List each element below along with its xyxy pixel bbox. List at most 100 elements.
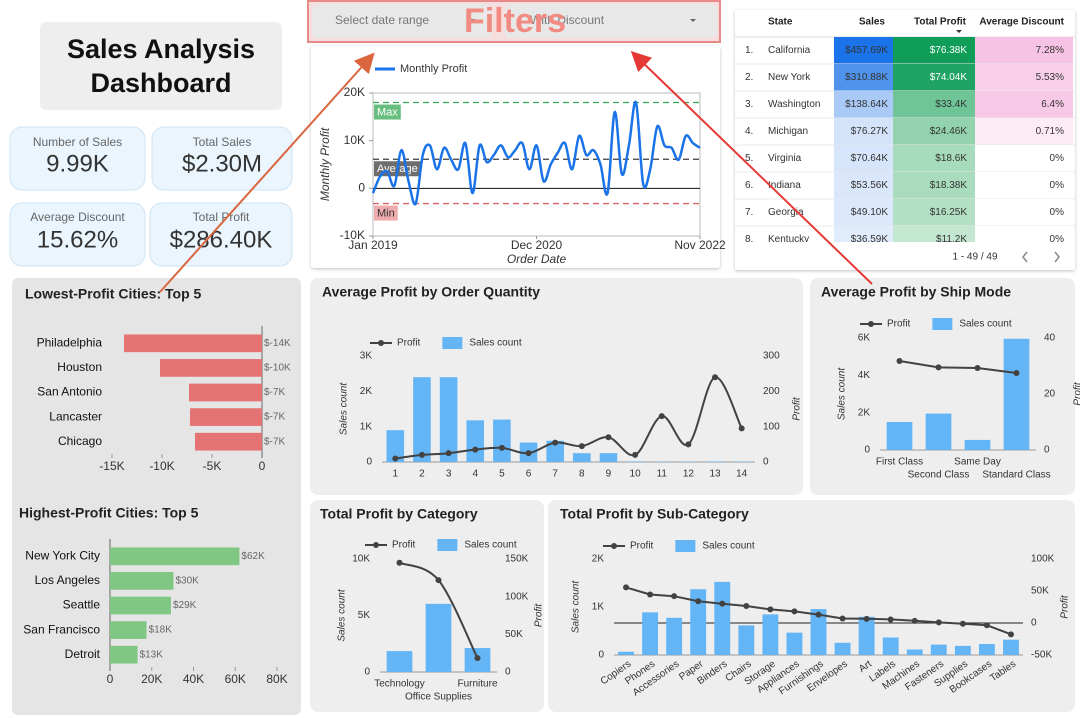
chart-title: Total Profit by Category xyxy=(320,506,478,522)
profit-point xyxy=(647,591,654,598)
bar xyxy=(858,616,875,655)
table-cell: 6. xyxy=(745,180,753,191)
x-tick-label: 11 xyxy=(657,469,668,480)
profit-point xyxy=(911,617,918,624)
profit-point xyxy=(396,559,403,566)
table-cell: 2. xyxy=(745,72,753,83)
date-range-dropdown[interactable] xyxy=(312,4,492,38)
chart-card xyxy=(810,278,1075,495)
bar xyxy=(425,603,452,672)
next-page[interactable] xyxy=(1054,251,1060,263)
x-tick-label: 7 xyxy=(552,469,558,480)
bar xyxy=(618,651,634,655)
bar xyxy=(110,547,240,566)
annotation-arrow xyxy=(630,51,873,285)
y2-tick-label: 0 xyxy=(505,667,511,678)
x-tick-label: 1 xyxy=(393,469,399,480)
discount-dropdown[interactable] xyxy=(505,4,717,38)
heat-cell xyxy=(834,226,893,242)
profit-point xyxy=(525,450,532,457)
y2-tick-label: 50K xyxy=(505,629,523,640)
y2-axis-label: Profit xyxy=(1060,594,1071,619)
table-cell: Virginia xyxy=(768,153,802,164)
legend-swatch xyxy=(675,540,696,552)
y2-tick-label: 200 xyxy=(763,386,780,397)
profit-point xyxy=(887,616,894,623)
profit-point xyxy=(738,425,745,432)
category-label: Detroit xyxy=(65,647,101,661)
profit-point xyxy=(474,655,481,662)
profit-point xyxy=(839,615,846,622)
bar xyxy=(190,408,262,426)
profit-point xyxy=(712,374,719,381)
category-label: Lancaster xyxy=(49,409,102,423)
y-tick-label: 4K xyxy=(858,370,871,381)
x-tick-label: 13 xyxy=(709,469,721,480)
x-tick-label: Standard Class xyxy=(982,470,1050,481)
table-cell: $457.69K xyxy=(845,45,888,56)
table-cell: $36.59K xyxy=(851,234,889,245)
y2-axis-label: Profit xyxy=(792,396,803,421)
profit-point xyxy=(983,622,990,629)
value-label: $-7K xyxy=(264,412,285,423)
bar xyxy=(1003,338,1030,450)
bar xyxy=(706,461,724,462)
legend-swatch xyxy=(378,340,384,346)
table-header: State xyxy=(768,17,793,28)
y-tick-label: 1K xyxy=(592,602,605,613)
date-range-text[interactable]: Select date range xyxy=(335,13,429,27)
category-label: San Antonio xyxy=(37,385,102,399)
y2-tick-label: 0 xyxy=(1031,618,1037,629)
profit-point xyxy=(974,364,981,371)
y-axis-label: Sales count xyxy=(337,588,348,641)
x-tick-label: Jan 2019 xyxy=(348,238,398,252)
chart-title: Average Profit by Ship Mode xyxy=(821,284,1011,300)
heat-cell xyxy=(975,199,1073,226)
y-tick-label: -10K xyxy=(340,228,365,242)
bar xyxy=(786,632,803,655)
heat-cell xyxy=(975,37,1073,64)
line-chart-card xyxy=(311,46,720,268)
annotation-arrow xyxy=(159,52,375,293)
x-tick-label: -15K xyxy=(99,459,124,473)
y-tick-label: 2K xyxy=(360,386,373,397)
heat-cell xyxy=(893,199,975,226)
bar xyxy=(810,609,827,655)
table-cell: 1. xyxy=(745,45,753,56)
bar xyxy=(930,644,947,655)
value-label: $13K xyxy=(140,649,164,660)
y-tick-label: 0 xyxy=(364,667,370,678)
prev-page[interactable] xyxy=(1022,251,1028,263)
bar xyxy=(386,430,405,462)
x-tick-label: 9 xyxy=(606,469,612,480)
category-label: San Francisco xyxy=(23,622,100,636)
bar xyxy=(714,581,731,655)
bar xyxy=(110,621,147,639)
x-tick-label: 60K xyxy=(225,672,246,686)
y-tick-label: 10K xyxy=(344,133,365,147)
bar xyxy=(925,413,952,450)
profit-point xyxy=(743,602,750,609)
y2-tick-label: -50K xyxy=(1031,650,1052,661)
x-tick-label: Same Day xyxy=(954,457,1001,468)
x-tick-label: First Class xyxy=(876,457,923,468)
table-cell: 7. xyxy=(745,207,753,218)
bar xyxy=(413,377,431,462)
y2-tick-label: 50K xyxy=(1031,586,1049,597)
y-tick-label: 6K xyxy=(858,333,871,344)
legend-swatch xyxy=(437,539,458,551)
table-cell: $24.46K xyxy=(930,126,968,137)
bar xyxy=(954,645,971,655)
legend-swatch xyxy=(611,543,617,549)
legend-label: Profit xyxy=(630,541,654,552)
x-tick-label: 0 xyxy=(107,672,114,686)
y-tick-label: 0 xyxy=(598,650,604,661)
table-cell: $33.4K xyxy=(935,99,967,110)
bar xyxy=(110,572,174,590)
chart-card xyxy=(548,500,1075,712)
y-axis-label: Sales count xyxy=(837,367,848,420)
discount-text[interactable]: With Discount xyxy=(530,13,605,27)
bar xyxy=(666,617,683,655)
profit-point xyxy=(719,600,726,607)
